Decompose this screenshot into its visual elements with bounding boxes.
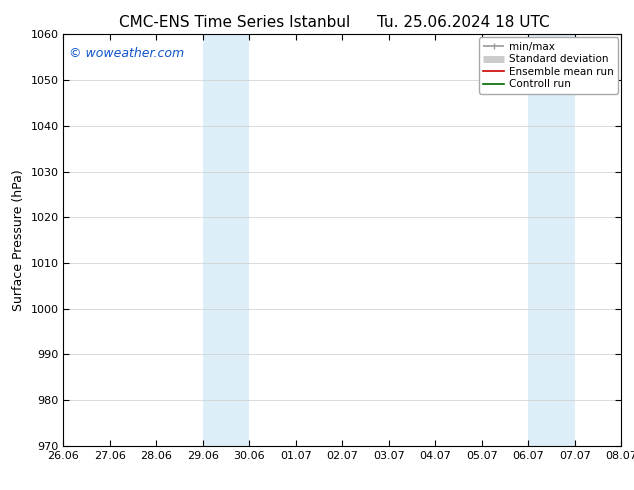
Text: © woweather.com: © woweather.com [69, 47, 184, 60]
Legend: min/max, Standard deviation, Ensemble mean run, Controll run: min/max, Standard deviation, Ensemble me… [479, 37, 618, 94]
Text: Tu. 25.06.2024 18 UTC: Tu. 25.06.2024 18 UTC [377, 15, 549, 30]
Y-axis label: Surface Pressure (hPa): Surface Pressure (hPa) [12, 169, 25, 311]
Bar [528, 34, 575, 446]
Text: CMC-ENS Time Series Istanbul: CMC-ENS Time Series Istanbul [119, 15, 350, 30]
Bar [203, 34, 249, 446]
